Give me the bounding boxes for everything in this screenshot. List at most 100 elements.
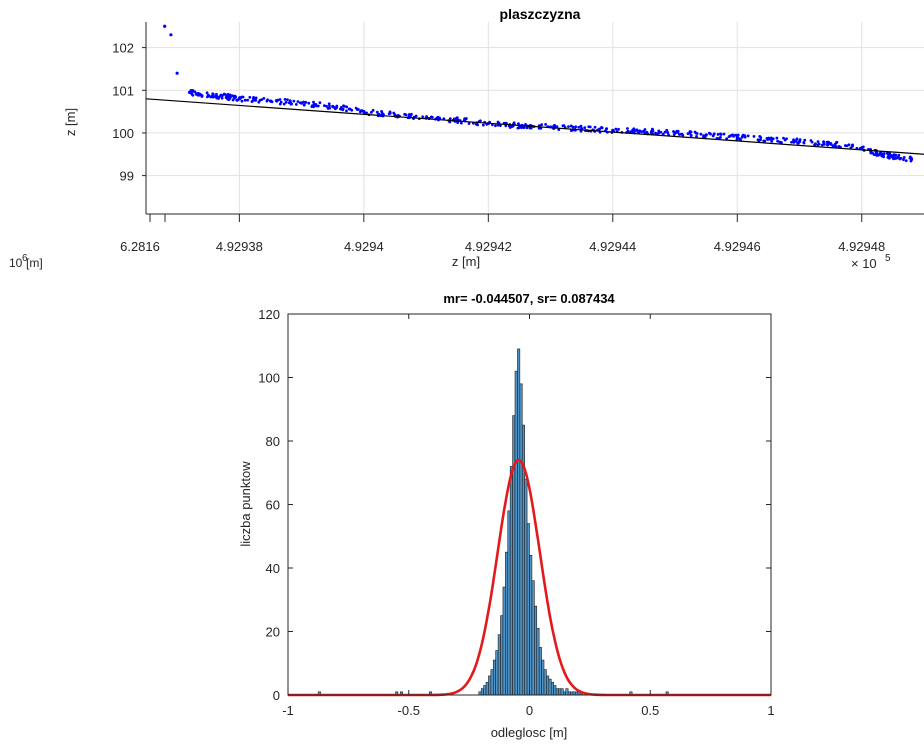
scatter-point-fill-20-16: [693, 130, 697, 134]
scatter-point-fill-24-21: [816, 143, 820, 147]
scatter-point-fill-21-20: [704, 133, 708, 137]
scatter-point-fill-19-19: [656, 132, 660, 136]
scatter-point-fill-11-15: [404, 113, 408, 117]
scatter-point-fill-23-19: [792, 139, 795, 143]
histogram-y-tick-label-3: 60: [266, 498, 280, 513]
scatter-plot: plaszczyzna 4.92938 4.9294 4.92942 4.92944 4…: [9, 6, 924, 271]
histogram-bar-10: [492, 659, 496, 696]
scatter-point-fill-7-20: [294, 102, 298, 106]
histogram-bar-19: [514, 370, 518, 696]
scatter-point-fill-28-21: [908, 156, 912, 160]
scatter-point-fill-9-21: [342, 104, 345, 108]
scatter-point-fill-24-17: [825, 143, 829, 147]
histogram-bar-34: [550, 681, 554, 696]
scatter-point-fill-8-5: [302, 100, 305, 104]
scatter-point-fill-8-21: [318, 101, 322, 105]
scatter-point-fill-7-19: [287, 101, 291, 105]
scatter-point-fill-26-17: [876, 153, 880, 157]
scatter-point-fill-24-13: [827, 140, 830, 144]
scatter-point-1: [169, 33, 173, 37]
scatter-point-fill-5-20: [235, 98, 239, 102]
scatter-point-fill-24-9: [822, 140, 825, 144]
scatter-point-fill-7-7: [296, 100, 300, 104]
scatter-xlabel: z [m]: [452, 254, 480, 269]
histogram-bar-21: [519, 383, 523, 696]
scatter-point-fill-17-20: [588, 125, 592, 129]
scatter-point-fill-8-17: [312, 100, 315, 104]
scatter-point-fill-25-11: [847, 143, 851, 147]
scatter-point-fill-20-13: [681, 133, 685, 137]
histogram-bar-8: [488, 675, 492, 696]
histogram-bar-37: [558, 688, 562, 696]
scatter-ylabel: z [m]: [63, 108, 78, 136]
scatter-point-fill-13-7: [481, 123, 485, 127]
histogram-bar-13: [500, 615, 504, 696]
scatter-point-fill-16-7: [557, 128, 561, 132]
histogram-title: mr= -0.044507, sr= 0.087434: [443, 291, 615, 306]
scatter-point-fill-6-11: [238, 96, 242, 100]
scatter-point-fill-8-14: [322, 104, 326, 108]
histogram-y-tick-label-0: 0: [273, 688, 280, 703]
scatter-point-fill-23-13: [770, 140, 774, 143]
scatter-point-fill-15-19: [524, 123, 527, 126]
histogram-bar-17: [509, 466, 513, 696]
scatter-point-fill-15-20: [540, 123, 544, 127]
scatter-point-fill-7-15: [270, 100, 273, 103]
histogram-bar-6: [483, 685, 487, 696]
scatter-point-fill-28-13: [892, 153, 896, 157]
scatter-point-fill-3-11: [205, 91, 209, 95]
scatter-point-fill-19-7: [645, 130, 649, 134]
scatter-point-fill-13-12: [464, 117, 468, 120]
scatter-points: [163, 24, 914, 163]
scatter-point-fill-14-4: [517, 122, 520, 125]
scatter-point-fill-7-17: [276, 98, 280, 102]
scatter-point-fill-6-0: [257, 100, 261, 104]
scatter-point-fill-3-18: [198, 93, 202, 97]
scatter-x-tick-label-1: 4.9294: [344, 239, 384, 254]
scatter-point-fill-7-6: [284, 100, 288, 104]
scatter-point-fill-22-4: [736, 136, 740, 140]
histogram-bars: [317, 348, 669, 696]
scatter-point-fill-23-20: [796, 141, 800, 145]
scatter-point-fill-13-15: [474, 122, 478, 126]
histogram-bar-40: [565, 688, 569, 696]
scatter-point-fill-3-5: [193, 90, 197, 94]
scatter-point-fill-18-20: [626, 129, 630, 133]
scatter-point-fill-8-15: [307, 101, 311, 105]
scatter-point-fill-8-13: [310, 104, 314, 108]
scatter-point-fill-22-20: [746, 134, 750, 138]
scatter-point-fill-19-9: [659, 130, 663, 134]
scatter-point-fill-3-20: [194, 92, 198, 96]
scatter-point-fill-19-0: [665, 128, 669, 132]
scatter-point-fill-9-20: [332, 106, 336, 109]
scatter-point-fill-10-16: [388, 111, 392, 115]
scatter-point-fill-10-11: [365, 111, 368, 115]
histogram-x-tick-label-3: 0.5: [641, 703, 659, 718]
scatter-y-tick-label-2: 101: [112, 83, 134, 98]
scatter-point-fill-21-5: [716, 133, 720, 136]
scatter-point-fill-18-1: [617, 127, 620, 131]
scatter-ticks: 4.92938 4.9294 4.92942 4.92944 4.92946 4.9294…: [112, 41, 885, 254]
scatter-point-fill-16-18: [569, 129, 573, 133]
histogram-bar-30: [541, 659, 545, 696]
scatter-x-tick-label-0: 4.92938: [216, 239, 263, 254]
scatter-point-fill-16-1: [577, 125, 581, 129]
scatter-point-fill-17-18: [605, 127, 608, 131]
scatter-point-fill-17-14: [593, 125, 597, 129]
scatter-x-tick-label-2: 4.92942: [465, 239, 512, 254]
scatter-point-fill-8-20: [304, 100, 308, 104]
scatter-point-fill-18-17: [637, 130, 640, 133]
histogram-ticks: -1 -0.5 0 0.5 1 0 20 40 60 80 100 120: [258, 307, 774, 718]
scatter-point-fill-17-21: [600, 125, 603, 129]
scatter-point-fill-22-18: [741, 134, 744, 138]
histogram-x-tick-label-2: 0: [526, 703, 533, 718]
scatter-point-fill-27-21: [882, 153, 886, 156]
scatter-point-fill-15-12: [544, 123, 547, 126]
histogram-bar-12: [497, 634, 501, 696]
scatter-point-fill-6-10: [243, 98, 247, 102]
scatter-point-fill-13-13: [456, 121, 460, 125]
scatter-point-fill-8-18: [325, 104, 328, 108]
scatter-point-fill-23-10: [795, 138, 799, 142]
scatter-y-tick-label-0: 99: [120, 169, 134, 184]
scatter-point-fill-8-16: [327, 102, 331, 106]
